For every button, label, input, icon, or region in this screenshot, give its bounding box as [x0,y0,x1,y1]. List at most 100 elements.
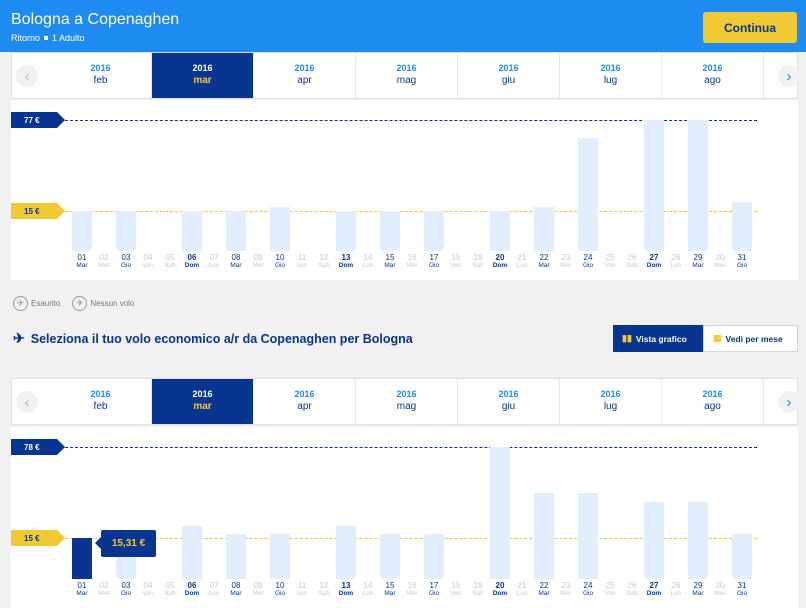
price-bar-31[interactable] [732,202,752,251]
month-tab-mar[interactable]: 2016 mar [152,53,254,98]
next-month-arrow-icon[interactable]: › [778,391,800,413]
price-bar-22[interactable] [534,206,554,251]
month-tab-ago[interactable]: 2016 ago [662,379,764,424]
price-bar-08[interactable] [226,533,246,579]
day-label-26: 26 Sab [617,581,647,597]
day-number: 29 [693,581,703,590]
day-label-24[interactable]: 24 Gio [573,581,603,597]
next-month-arrow-icon[interactable]: › [778,65,800,87]
prev-month-arrow-icon[interactable]: ‹ [16,391,38,413]
min-price-line [65,211,757,212]
month-year: 2016 [702,389,723,399]
day-label-24[interactable]: 24 Gio [573,253,603,269]
month-tab-lug[interactable]: 2016 lug [560,379,662,424]
price-bar-08[interactable] [226,211,246,251]
price-bar-22[interactable] [534,493,554,579]
month-tab-apr[interactable]: 2016 apr [254,53,356,98]
price-bar-29[interactable] [688,120,708,251]
price-bar-01[interactable] [72,211,92,251]
price-bar-17[interactable] [424,211,444,251]
day-label-10[interactable]: 10 Gio [265,253,295,269]
price-bar-15[interactable] [380,533,400,579]
trip-summary: Ritorno 1 Adulto [11,33,85,43]
day-number: 06 [187,253,197,262]
day-label-20[interactable]: 20 Dom [485,581,515,597]
price-bar-24[interactable] [578,493,598,579]
month-year: 2016 [600,389,621,399]
day-label-29[interactable]: 29 Mar [683,581,713,597]
month-tab-apr[interactable]: 2016 apr [254,379,356,424]
day-label-31[interactable]: 31 Gio [727,253,757,269]
day-label-01[interactable]: 01 Mar [67,253,97,269]
day-number: 21 [517,581,527,590]
price-bar-06[interactable] [182,211,202,251]
price-bar-15[interactable] [380,211,400,251]
month-tab-giu[interactable]: 2016 giu [458,379,560,424]
min-price-tag: 15 € [11,203,65,219]
day-label-22[interactable]: 22 Mar [529,253,559,269]
price-bar-10[interactable] [270,206,290,251]
price-bar-01[interactable] [72,537,92,579]
month-tab-mar[interactable]: 2016 mar [152,379,254,424]
day-label-29[interactable]: 29 Mar [683,253,713,269]
price-bar-13[interactable] [336,526,356,579]
price-bar-27[interactable] [644,501,664,579]
month-tab-mag[interactable]: 2016 mag [356,53,458,98]
day-weekday: Gio [120,590,132,597]
day-label-07: 07 Lun [199,253,229,269]
continue-button[interactable]: Continua [703,12,797,43]
month-tab-lug[interactable]: 2016 lug [560,53,662,98]
day-number: 05 [165,581,175,590]
prev-month-arrow-icon[interactable]: ‹ [16,65,38,87]
month-tab-ago[interactable]: 2016 ago [662,53,764,98]
price-bar-17[interactable] [424,533,444,579]
day-label-01[interactable]: 01 Mar [67,581,97,597]
day-weekday: Gio [120,262,132,269]
day-number: 23 [561,581,571,590]
month-tab-giu[interactable]: 2016 giu [458,53,560,98]
day-label-27[interactable]: 27 Dom [639,253,669,269]
day-weekday: Dom [184,590,200,597]
day-label-06[interactable]: 06 Dom [177,253,207,269]
day-label-03[interactable]: 03 Gio [111,581,141,597]
price-bar-27[interactable] [644,120,664,251]
day-label-13[interactable]: 13 Dom [331,253,361,269]
month-year: 2016 [702,63,723,73]
day-label-06[interactable]: 06 Dom [177,581,207,597]
day-label-22[interactable]: 22 Mar [529,581,559,597]
graph-view-button[interactable]: ▮▮ Vista grafico [613,325,703,352]
day-label-13[interactable]: 13 Dom [331,581,361,597]
price-bar-20[interactable] [490,211,510,251]
day-number: 07 [209,581,219,590]
day-label-10[interactable]: 10 Gio [265,581,295,597]
day-label-04: 04 Ven [133,253,163,269]
day-label-27[interactable]: 27 Dom [639,581,669,597]
day-label-15[interactable]: 15 Mar [375,253,405,269]
day-weekday: Sab [626,262,638,269]
day-label-31[interactable]: 31 Gio [727,581,757,597]
price-bar-24[interactable] [578,137,598,251]
day-label-17[interactable]: 17 Gio [419,581,449,597]
price-bar-13[interactable] [336,211,356,251]
day-label-03[interactable]: 03 Gio [111,253,141,269]
day-label-08[interactable]: 08 Mar [221,581,251,597]
day-label-08[interactable]: 08 Mar [221,253,251,269]
month-tab-feb[interactable]: 2016 feb [50,379,152,424]
price-bar-31[interactable] [732,533,752,579]
day-weekday: Mer [98,590,110,597]
price-bar-03[interactable] [116,211,136,251]
day-number: 15 [385,581,395,590]
day-number: 12 [319,581,329,590]
price-bar-29[interactable] [688,501,708,579]
price-bar-20[interactable] [490,447,510,579]
day-label-20[interactable]: 20 Dom [485,253,515,269]
day-label-15[interactable]: 15 Mar [375,581,405,597]
day-label-17[interactable]: 17 Gio [419,253,449,269]
price-bar-06[interactable] [182,526,202,579]
day-weekday: Ven [142,262,154,269]
month-tab-mag[interactable]: 2016 mag [356,379,458,424]
price-bar-10[interactable] [270,533,290,579]
month-view-button[interactable]: ▦ Vedi per mese [703,325,798,352]
day-label-02: 02 Mer [89,253,119,269]
month-tab-feb[interactable]: 2016 feb [50,53,152,98]
